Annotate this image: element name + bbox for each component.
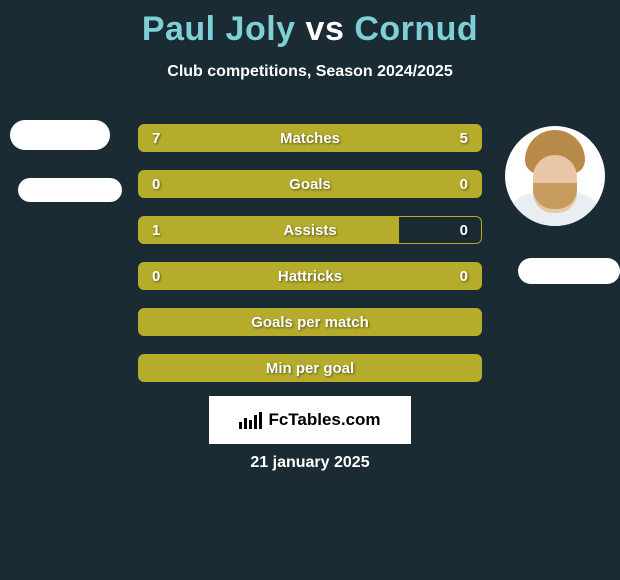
stats-comparison: Matches75Goals00Assists10Hattricks00Goal… xyxy=(138,124,482,400)
stat-row: Assists1 0 xyxy=(138,216,482,244)
stat-value-right: 5 xyxy=(460,124,468,152)
vs-text: vs xyxy=(306,10,345,48)
player1-avatar-placeholder xyxy=(10,120,110,150)
player2-name: Cornud xyxy=(354,10,478,48)
stat-value-right: 0 xyxy=(460,216,468,244)
brand-logo: FcTables.com xyxy=(209,396,411,444)
stat-row: Goals0 0 xyxy=(138,170,482,198)
stat-label: Goals per match xyxy=(138,308,482,336)
player2-club-badge xyxy=(518,258,620,284)
subtitle: Club competitions, Season 2024/2025 xyxy=(0,63,620,81)
stat-row: Hattricks0 0 xyxy=(138,262,482,290)
bar-chart-icon xyxy=(239,412,262,429)
page-title: Paul Joly vs Cornud xyxy=(0,0,620,49)
stat-label: Goals xyxy=(138,170,482,198)
player1-club-badge xyxy=(18,178,122,202)
stat-value-left: 0 xyxy=(152,262,160,290)
stat-value-left: 0 xyxy=(152,170,160,198)
stat-label: Hattricks xyxy=(138,262,482,290)
stat-row: Min per goal xyxy=(138,354,482,382)
stat-value-left: 7 xyxy=(152,124,160,152)
stat-label: Assists xyxy=(138,216,482,244)
player2-avatar xyxy=(505,126,605,226)
stat-row: Goals per match xyxy=(138,308,482,336)
stat-value-right: 0 xyxy=(460,262,468,290)
player1-name: Paul Joly xyxy=(142,10,296,48)
brand-text: FcTables.com xyxy=(268,410,380,430)
stat-value-left: 1 xyxy=(152,216,160,244)
stat-row: Matches7 5 xyxy=(138,124,482,152)
stat-label: Min per goal xyxy=(138,354,482,382)
stat-label: Matches xyxy=(138,124,482,152)
date-text: 21 january 2025 xyxy=(250,454,369,472)
stat-value-right: 0 xyxy=(460,170,468,198)
